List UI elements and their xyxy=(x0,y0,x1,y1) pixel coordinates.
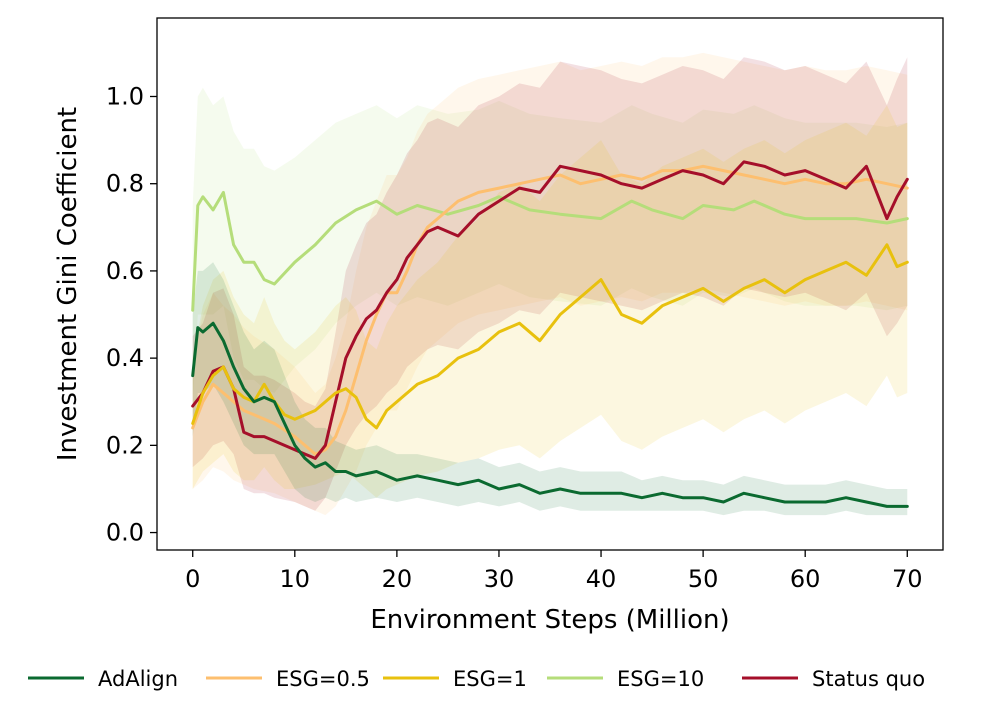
x-tick-label: 50 xyxy=(688,565,719,593)
band-adalign xyxy=(192,262,908,516)
legend-label-esg-10: ESG=10 xyxy=(617,667,704,691)
y-tick-label: 0.2 xyxy=(106,431,144,459)
x-tick-label: 60 xyxy=(790,565,821,593)
band-esg-10 xyxy=(192,87,908,402)
x-tick-label: 0 xyxy=(185,565,200,593)
y-tick-label: 0.0 xyxy=(106,519,144,547)
legend: AdAlign ESG=0.5 ESG=1 ESG=10 Status quo xyxy=(28,667,925,691)
series-lines xyxy=(191,160,909,508)
x-tick-label: 20 xyxy=(382,565,413,593)
y-tick-label: 0.4 xyxy=(106,344,144,372)
y-axis-ticks: 0.0 0.2 0.4 0.6 0.8 1.0 xyxy=(106,82,157,547)
x-tick-label: 10 xyxy=(280,565,311,593)
legend-label-adalign: AdAlign xyxy=(98,667,178,691)
x-tick-label: 70 xyxy=(892,565,923,593)
series-line-adalign xyxy=(191,321,909,508)
y-axis-label: Investment Gini Coefficient xyxy=(53,107,83,461)
legend-label-status-quo: Status quo xyxy=(812,667,925,691)
legend-label-esg-1: ESG=1 xyxy=(453,667,527,691)
series-line-esg-10 xyxy=(191,190,909,312)
x-axis-ticks: 0 10 20 30 40 50 60 70 xyxy=(185,550,923,593)
y-tick-label: 1.0 xyxy=(106,82,144,110)
series-line-esg-0-5 xyxy=(191,164,909,456)
series-line-status-quo xyxy=(191,160,909,460)
band-esg-0-5 xyxy=(192,52,908,516)
x-tick-label: 40 xyxy=(586,565,617,593)
x-tick-label: 30 xyxy=(484,565,515,593)
band-esg-1 xyxy=(192,105,908,498)
y-tick-label: 0.8 xyxy=(106,170,144,198)
y-tick-label: 0.6 xyxy=(106,257,144,285)
plot-frame xyxy=(156,17,944,551)
legend-label-esg-0-5: ESG=0.5 xyxy=(276,667,370,691)
x-axis-label: Environment Steps (Million) xyxy=(370,605,729,635)
series-line-esg-1 xyxy=(191,243,909,430)
